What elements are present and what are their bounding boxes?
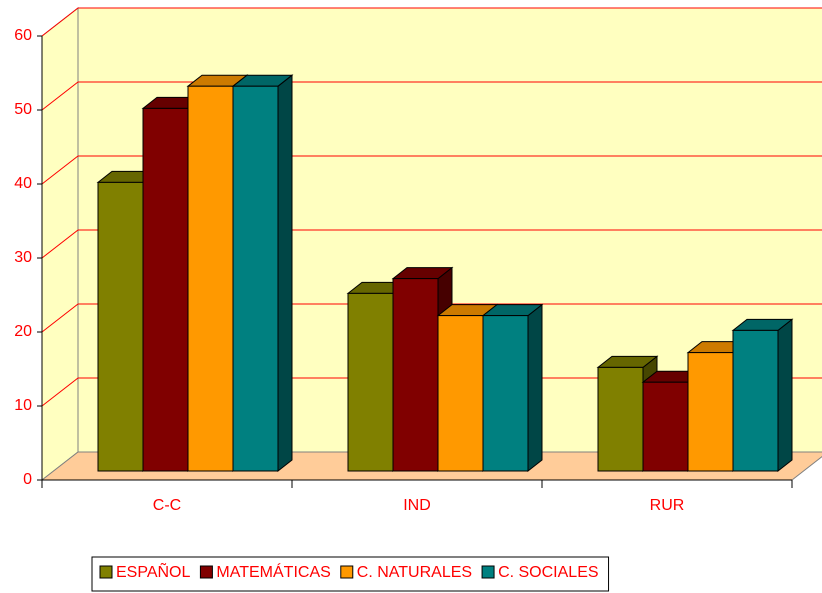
legend-swatch <box>340 565 354 579</box>
bar-side <box>777 318 793 473</box>
bar <box>597 366 644 472</box>
legend-swatch <box>199 565 213 579</box>
x-tick-label: C-C <box>153 497 181 514</box>
y-tick-label: 20 <box>14 323 32 340</box>
y-tick-label: 10 <box>14 397 32 414</box>
x-tick-label: IND <box>403 497 431 514</box>
bar <box>97 181 144 472</box>
legend-label: C. NATURALES <box>357 564 472 581</box>
y-tick-label: 30 <box>14 249 32 266</box>
legend-swatch <box>481 565 495 579</box>
bar <box>392 278 439 472</box>
bar <box>232 85 279 472</box>
legend: ESPAÑOL MATEMÁTICAS C. NATURALES C. SOCIALE… <box>91 556 610 592</box>
bar-3d <box>481 303 544 473</box>
bar <box>437 315 484 472</box>
bar <box>482 315 529 472</box>
bar-3d <box>731 318 794 473</box>
bar <box>732 329 779 472</box>
y-tick-label: 50 <box>14 101 32 118</box>
x-tick-label: RUR <box>650 497 685 514</box>
bar <box>142 107 189 472</box>
grid-line <box>41 303 822 333</box>
grid-line <box>41 7 822 37</box>
legend-label: MATEMÁTICAS <box>216 562 330 581</box>
bar-side <box>277 74 293 473</box>
bar-side <box>527 303 543 473</box>
bar-3d <box>231 74 294 473</box>
y-tick-label: 0 <box>23 471 32 488</box>
grid-line <box>41 155 822 185</box>
legend-label: C. SOCIALES <box>498 564 598 581</box>
bar <box>687 352 734 472</box>
grid-line <box>41 229 822 259</box>
bar <box>187 85 234 472</box>
grid-line <box>41 81 822 111</box>
bar <box>347 292 394 472</box>
y-tick-label: 60 <box>14 27 32 44</box>
legend-label: ESPAÑOL <box>116 561 191 581</box>
y-tick-label: 40 <box>14 175 32 192</box>
legend-swatch <box>99 565 113 579</box>
bar <box>642 381 689 472</box>
